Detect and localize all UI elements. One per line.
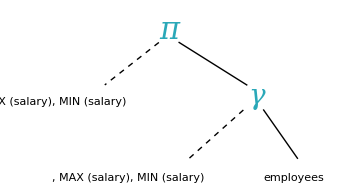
Text: employees: employees [264,173,324,183]
Text: π: π [159,15,179,46]
Text: γ: γ [248,83,265,110]
Text: MAX (salary), MIN (salary): MAX (salary), MIN (salary) [0,97,127,107]
Text: , MAX (salary), MIN (salary): , MAX (salary), MIN (salary) [52,173,204,183]
